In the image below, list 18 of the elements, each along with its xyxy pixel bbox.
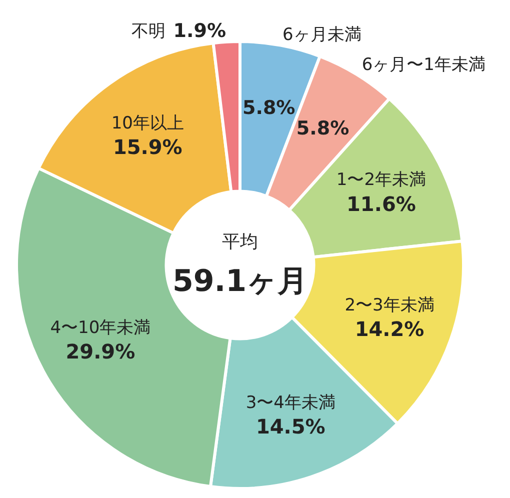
data-label: 29.9%	[66, 340, 136, 364]
data-label: 1.9%	[173, 20, 226, 42]
slice-label: 不明	[131, 21, 166, 42]
slice-label: 4〜10年未満	[50, 318, 151, 338]
data-label: 5.8%	[242, 96, 296, 119]
slice-label: 6ヶ月未満	[282, 24, 362, 45]
data-label: 15.9%	[112, 135, 182, 160]
text: 平均	[222, 232, 258, 253]
slice-label: 6ヶ月〜1年未満	[362, 55, 486, 76]
data-label: 14.5%	[256, 414, 326, 439]
slice-label: 2〜3年未満	[344, 295, 434, 316]
data-label: 14.2%	[354, 317, 424, 342]
text: 59.1ヶ月	[172, 264, 308, 299]
data-label: 5.8%	[296, 118, 350, 140]
slice-label: 1〜2年未満	[336, 170, 426, 190]
data-label: 11.6%	[346, 192, 416, 216]
slice-label: 10年以上	[111, 113, 184, 134]
slice-label: 3〜4年未満	[246, 392, 336, 413]
